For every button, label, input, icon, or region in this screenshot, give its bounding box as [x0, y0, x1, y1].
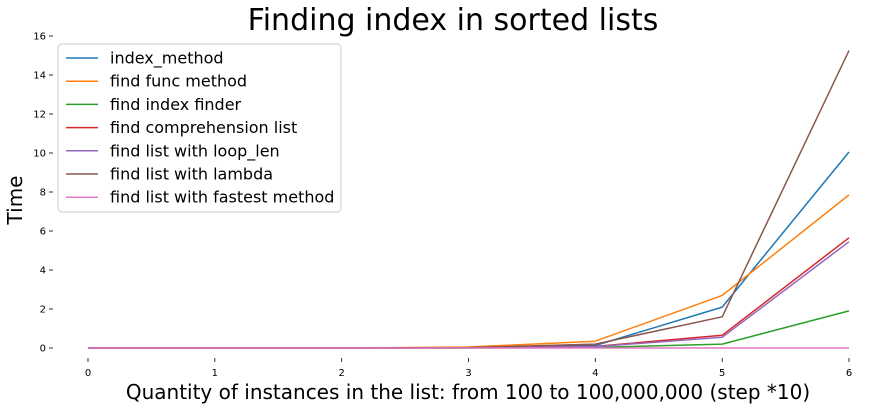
- x-tick-label: 5: [719, 368, 725, 379]
- x-ticks: 0 1 2 3 4 5 6: [85, 358, 852, 379]
- x-tick-label: 0: [85, 368, 91, 379]
- chart-title: Finding index in sorted lists: [248, 3, 659, 38]
- series-line-find-list-with-loop-len: [88, 241, 850, 349]
- legend-label: find list with fastest method: [110, 188, 334, 207]
- y-axis-label: Time: [3, 176, 27, 226]
- y-tick-label: 8: [40, 188, 46, 199]
- x-tick-label: 6: [846, 368, 852, 379]
- y-tick-label: 12: [33, 110, 46, 121]
- series-lines: [88, 50, 850, 349]
- legend-label: find list with loop_len: [110, 141, 280, 161]
- legend-box: [57, 43, 342, 213]
- legend-label: find index finder: [110, 95, 242, 114]
- legend-label: find list with lambda: [110, 165, 273, 184]
- x-tick-label: 1: [212, 368, 218, 379]
- y-tick-label: 16: [33, 32, 46, 43]
- y-tick-label: 4: [40, 266, 46, 277]
- y-tick-label: 2: [40, 305, 46, 316]
- y-tick-label: 10: [33, 149, 46, 160]
- y-tick-label: 0: [40, 344, 46, 355]
- series-line-find-index-finder: [88, 310, 850, 349]
- x-tick-label: 2: [338, 368, 344, 379]
- y-tick-label: 6: [40, 227, 46, 238]
- x-tick-label: 3: [465, 368, 471, 379]
- legend-label: find comprehension list: [110, 118, 297, 137]
- x-axis-label: Quantity of instances in the list: from …: [126, 380, 810, 404]
- series-line-find-comprehension-list: [88, 237, 850, 349]
- legend-label: find func method: [110, 72, 247, 91]
- legend-label: index_method: [110, 49, 224, 69]
- x-tick-label: 4: [592, 368, 598, 379]
- y-ticks: 0 2 4 6 8 10 12 14 16: [33, 32, 53, 355]
- y-tick-label: 14: [33, 71, 46, 82]
